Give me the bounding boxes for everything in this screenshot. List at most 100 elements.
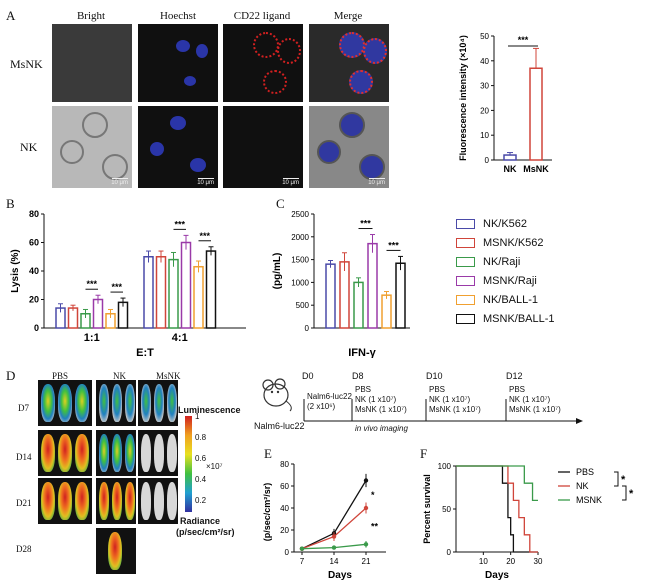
legend-label: NK: [576, 481, 589, 491]
bar: [143, 256, 154, 329]
y-tick-label: 20: [280, 526, 289, 535]
y-tick-label: 1000: [291, 278, 309, 287]
scale-bar-label: 10 μm: [111, 180, 128, 186]
y-tick-label: 50: [442, 505, 451, 514]
y-tick-label: 50: [480, 32, 489, 41]
x-tick-label: 14: [330, 557, 339, 566]
timeline-day-d12: D12: [506, 371, 523, 381]
nk-hoechst-image: 10 μm: [138, 106, 218, 188]
bar-nk: [503, 154, 517, 161]
mouse-signal: [75, 482, 89, 520]
ivis-image: [96, 478, 136, 524]
ivis-image: [96, 430, 136, 476]
timeline-model-label: Nalm6-luc22: [254, 421, 305, 431]
legend-label: NK/Raji: [483, 256, 521, 268]
d-row-d14: D14: [16, 452, 32, 462]
bar: [205, 250, 217, 329]
mouse-signal: [41, 482, 55, 520]
y-tick-label: 0: [285, 548, 290, 557]
col-header-hoechst: Hoechst: [159, 10, 197, 22]
mouse-signal: [58, 434, 72, 472]
y-tick-label: 60: [29, 238, 39, 248]
bar: [193, 265, 204, 329]
data-point: [299, 546, 305, 551]
bar: [395, 262, 406, 329]
legend-label: NK/K562: [483, 218, 528, 230]
msnk-bright-image: [52, 24, 132, 102]
y-axis-label: Fluorescence intensity (×10⁴): [458, 35, 468, 161]
y-tick-label: 20: [480, 106, 489, 115]
x-tick-label: 30: [534, 557, 543, 566]
colorbar-tick: 0.6: [195, 454, 207, 463]
colorbar-unit: ×10⁷: [206, 462, 223, 471]
y-tick-label: 2500: [291, 210, 309, 219]
nk-cd22-image: 10 μm: [223, 106, 303, 188]
lysis-bar-chart: 0 20 40 60 80 Lysis (%) 1:1 *** *** 4:1 *** *** E:T: [10, 209, 246, 358]
y-tick-label: 60: [280, 482, 289, 491]
significance-label: *: [371, 490, 375, 500]
significance-label: *: [629, 488, 634, 500]
y-tick-label: 40: [29, 266, 39, 276]
legend-item: NK/BALL-1: [456, 294, 538, 306]
y-tick-label: 0: [485, 156, 490, 165]
significance-label: ***: [518, 35, 529, 45]
legend-swatch: [456, 238, 475, 248]
y-tick-label: 0: [34, 323, 39, 333]
ivis-image: [138, 380, 178, 426]
panel-label-c: C: [276, 196, 285, 211]
msnk-hoechst-image: [138, 24, 218, 102]
d-col-msnk: MsNK: [156, 371, 181, 381]
scale-bar-label: 10 μm: [282, 180, 299, 186]
d8-line: MsNK (1 x10⁷): [355, 405, 407, 414]
legend-label: MSNK: [576, 495, 602, 505]
legend-item: NK/K562: [456, 218, 527, 230]
y-axis-label: (p/sec/cm²/sr): [262, 483, 272, 542]
msnk-cd22-image: [223, 24, 303, 102]
row-label-msnk: MsNK: [10, 57, 43, 71]
colorbar-tick: 1: [195, 412, 200, 421]
legend-label: NK/BALL-1: [483, 294, 539, 306]
d-col-pbs: PBS: [52, 371, 69, 381]
mouse-signal: [154, 434, 164, 472]
y-tick-label: 0: [305, 324, 310, 333]
legend-label: MSNK/BALL-1: [483, 313, 555, 325]
timeline-d12-text: PBS NK (1 x10⁷) MsNK (1 x10⁷): [509, 385, 561, 415]
y-tick-label: 2000: [291, 233, 309, 242]
mouse-signal: [125, 384, 135, 422]
panel-label-f: F: [420, 446, 428, 461]
significance-label: ***: [174, 219, 185, 229]
timeline-d10-text: PBS NK (1 x10⁷) MsNK (1 x10⁷): [429, 385, 481, 415]
y-axis-label: Percent survival: [422, 474, 432, 544]
y-axis-label: Lysis (%): [10, 249, 21, 293]
mouse-signal: [99, 434, 109, 472]
y-tick-label: 20: [29, 295, 39, 305]
significance-label: ***: [86, 279, 97, 289]
col-header-cd22: CD22 ligand: [233, 10, 291, 22]
legend-item: MSNK/Raji: [456, 275, 537, 287]
nk-bright-image: 10 μm: [52, 106, 132, 188]
mouse-signal: [125, 482, 135, 520]
significance-label: **: [371, 522, 379, 532]
y-tick-label: 40: [280, 504, 289, 513]
x-axis-label: Days: [485, 570, 509, 581]
colorbar-title: Luminescence: [178, 405, 241, 415]
x-tick-label: 4:1: [172, 332, 188, 344]
msnk-merge-image: [309, 24, 389, 102]
x-tick-label: 20: [506, 557, 515, 566]
x-axis-label: E:T: [136, 347, 154, 358]
ivis-image: [138, 430, 178, 476]
x-tick-label: 7: [300, 557, 305, 566]
mouse-signal: [167, 434, 177, 472]
significance-bracket: [614, 471, 619, 487]
legend-label: PBS: [576, 467, 594, 477]
survival-chart: 0 50 100 10 20 30 Percent survival Days PBS NK MSN…: [422, 462, 634, 581]
d10-line: MsNK (1 x10⁷): [429, 405, 481, 414]
y-tick-label: 100: [438, 462, 452, 471]
data-point: [363, 542, 369, 547]
d12-line: MsNK (1 x10⁷): [509, 405, 561, 414]
x-tick-label: 21: [362, 557, 371, 566]
d12-line: NK (1 x10⁷): [509, 395, 551, 404]
legend-item: MSNK/BALL-1: [456, 313, 555, 325]
legend-swatch: [456, 295, 475, 305]
mouse-signal: [99, 384, 109, 422]
